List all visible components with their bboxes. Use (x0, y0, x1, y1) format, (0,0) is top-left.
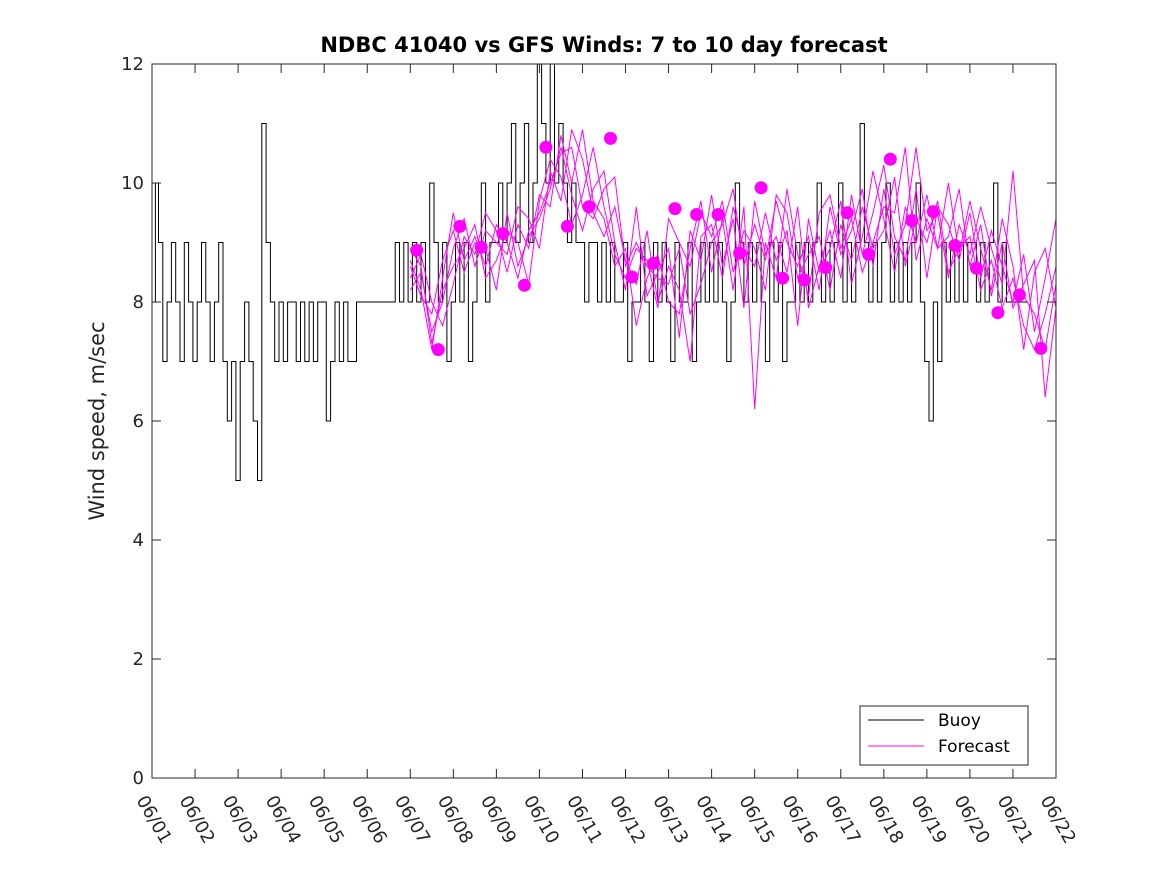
forecast-marker (647, 256, 660, 270)
series-layer (152, 63, 1057, 481)
legend-label-forecast: Forecast (938, 737, 1010, 757)
buoy-series-line (152, 63, 1028, 481)
y-axis-label: Wind speed, m/sec (85, 321, 109, 520)
forecast-marker (862, 247, 876, 261)
forecast-marker (733, 246, 747, 260)
forecast-marker (754, 181, 768, 195)
forecast-marker (840, 206, 854, 220)
forecast-series-line-1 (409, 147, 1057, 338)
forecast-marker (474, 240, 488, 254)
y-tick-label: 8 (133, 292, 144, 313)
forecast-series-line-2 (409, 129, 1057, 398)
forecast-marker (668, 202, 682, 216)
forecast-marker (797, 273, 811, 287)
forecast-marker (969, 261, 983, 275)
legend-box (859, 705, 1029, 766)
y-tick-label: 10 (121, 173, 144, 194)
forecast-marker (1034, 341, 1048, 355)
y-tick-label: 2 (133, 649, 144, 670)
forecast-marker (883, 152, 897, 166)
forecast-marker (560, 219, 574, 233)
legend-label-buoy: Buoy (938, 711, 981, 731)
forecast-marker (776, 271, 790, 285)
forecast-marker (410, 243, 424, 257)
forecast-marker (1012, 288, 1026, 302)
y-tick-label: 6 (133, 411, 144, 432)
forecast-marker (625, 270, 639, 284)
forecast-marker (690, 208, 704, 221)
plot-area (152, 64, 1056, 778)
y-tick-label: 12 (121, 54, 144, 75)
forecast-marker (582, 200, 596, 214)
forecast-marker (991, 306, 1005, 320)
forecast-marker (948, 239, 962, 252)
forecast-series-line-0 (409, 147, 1057, 352)
legend: Buoy Forecast (859, 705, 1029, 766)
forecast-series-line-3 (409, 129, 1057, 410)
forecast-marker (453, 219, 467, 233)
forecast-marker (517, 278, 531, 292)
y-tick-label: 4 (133, 530, 144, 551)
forecast-marker (819, 261, 833, 274)
y-tick-label: 0 (133, 768, 144, 789)
forecast-marker (431, 343, 445, 357)
forecast-series-line-4 (409, 146, 1057, 350)
forecast-marker (711, 208, 725, 221)
forecast-marker (604, 131, 617, 145)
chart-title: NDBC 41040 vs GFS Winds: 7 to 10 day for… (320, 33, 887, 57)
forecast-marker (539, 140, 553, 154)
forecast-marker (926, 205, 940, 219)
forecast-marker (905, 214, 919, 227)
forecast-marker (496, 227, 510, 241)
